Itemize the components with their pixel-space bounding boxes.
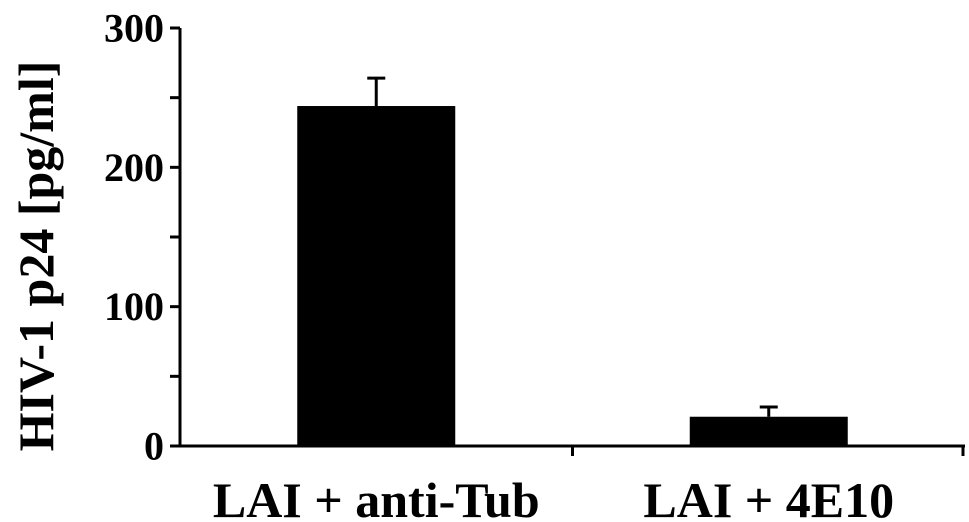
x-tick-label: LAI + 4E10 bbox=[643, 472, 894, 522]
y-ticks-layer: 0 100 200 300 bbox=[104, 6, 180, 469]
bar bbox=[689, 416, 848, 446]
y-axis-title: HIV-1 p24 [pg/ml] bbox=[8, 61, 64, 452]
error-bars-layer bbox=[367, 76, 778, 417]
bars-layer bbox=[297, 106, 848, 446]
x-tick-label: LAI + anti-Tub bbox=[213, 472, 540, 522]
y-tick-label: 200 bbox=[104, 145, 164, 190]
y-tick-label: 100 bbox=[104, 284, 164, 329]
bar bbox=[297, 106, 456, 446]
y-tick-label: 0 bbox=[144, 424, 164, 469]
y-tick-label: 300 bbox=[104, 6, 164, 51]
x-ticks-layer: LAI + anti-Tub LAI + 4E10 bbox=[213, 446, 965, 522]
